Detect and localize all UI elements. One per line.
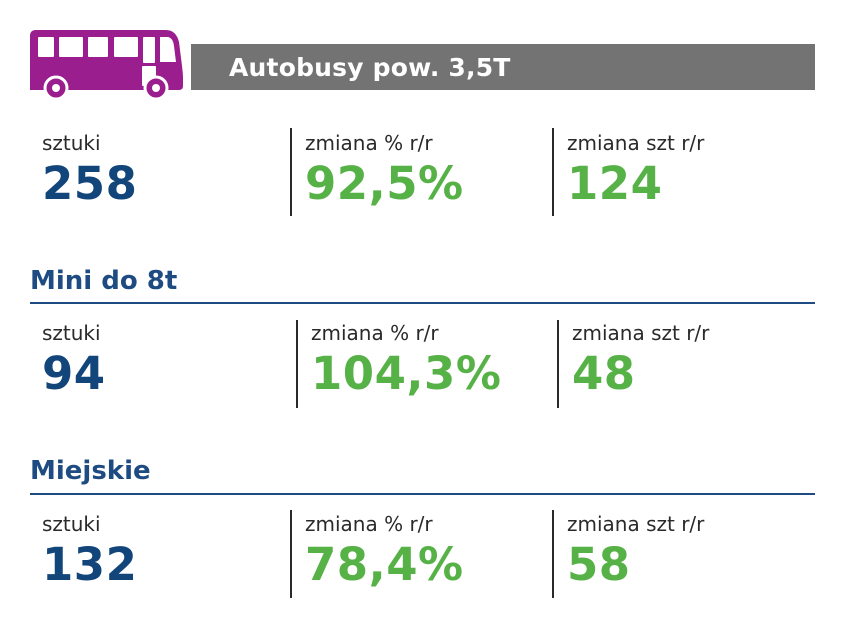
stat-label: sztuki <box>42 321 101 345</box>
stat-unit-change: zmiana szt r/r 124 <box>567 131 704 211</box>
stat-unit-change: zmiana szt r/r 48 <box>572 321 709 401</box>
stat-percent-change: zmiana % r/r 104,3% <box>311 321 501 401</box>
stat-value: 132 <box>42 538 138 591</box>
stat-value: 58 <box>567 538 631 591</box>
stat-units: sztuki 94 <box>42 321 106 401</box>
stat-label: zmiana szt r/r <box>567 512 705 536</box>
bus-icon <box>30 30 183 100</box>
stat-value: 78,4% <box>305 538 464 591</box>
stat-value: 92,5% <box>305 157 464 210</box>
section-rule <box>30 493 815 495</box>
divider <box>296 320 298 408</box>
stat-label: zmiana % r/r <box>311 321 439 345</box>
section-title: Mini do 8t <box>30 266 178 296</box>
divider <box>290 128 292 216</box>
stat-units: sztuki 132 <box>42 512 137 592</box>
stat-label: zmiana % r/r <box>305 512 433 536</box>
stat-label: zmiana % r/r <box>305 131 433 155</box>
stat-value: 124 <box>567 157 663 210</box>
stat-value: 258 <box>42 157 138 210</box>
divider <box>552 128 554 216</box>
stat-value: 104,3% <box>311 347 502 400</box>
stat-label: zmiana szt r/r <box>567 131 705 155</box>
stat-value: 94 <box>42 347 106 400</box>
stat-label: zmiana szt r/r <box>572 321 710 345</box>
section-title: Miejskie <box>30 456 151 486</box>
section-rule <box>30 302 815 304</box>
stat-label: sztuki <box>42 131 101 155</box>
stat-unit-change: zmiana szt r/r 58 <box>567 512 704 592</box>
divider <box>557 320 559 408</box>
stat-label: sztuki <box>42 512 101 536</box>
divider <box>290 510 292 598</box>
stat-percent-change: zmiana % r/r 92,5% <box>305 131 464 211</box>
stat-value: 48 <box>572 347 636 400</box>
title-bar: Autobusy pow. 3,5T <box>191 44 815 90</box>
page-title: Autobusy pow. 3,5T <box>229 52 511 82</box>
stat-percent-change: zmiana % r/r 78,4% <box>305 512 464 592</box>
stat-units: sztuki 258 <box>42 131 137 211</box>
divider <box>552 510 554 598</box>
